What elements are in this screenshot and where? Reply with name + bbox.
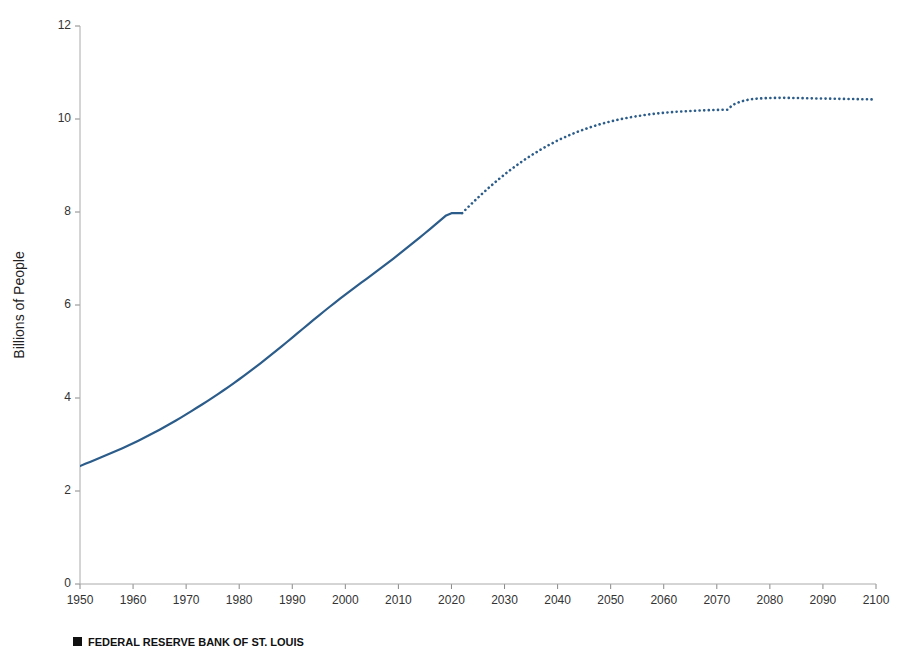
plot-area xyxy=(80,98,876,466)
x-tick-label: 1990 xyxy=(279,593,306,607)
y-tick xyxy=(75,491,80,492)
x-tick xyxy=(398,584,399,589)
line xyxy=(462,98,876,213)
y-tick-label: 0 xyxy=(64,576,71,590)
x-tick-label: 2000 xyxy=(332,593,359,607)
x-tick-label: 2080 xyxy=(757,593,784,607)
y-tick-label: 10 xyxy=(58,111,72,125)
x-tick-label: 1970 xyxy=(173,593,200,607)
x-tick xyxy=(557,584,558,589)
line xyxy=(80,213,462,466)
x-tick-label: 2100 xyxy=(863,593,890,607)
x-tick-label: 2070 xyxy=(703,593,730,607)
x-tick xyxy=(292,584,293,589)
x-tick xyxy=(133,584,134,589)
x-axis: 1950 1960 1970 1980 1990 2000 2010 2020 2030 2040… xyxy=(67,584,890,607)
x-tick xyxy=(451,584,452,589)
y-axis: 0 2 4 6 8 10 12 xyxy=(58,18,80,590)
x-tick-label: 2020 xyxy=(438,593,465,607)
y-tick xyxy=(75,119,80,120)
x-tick xyxy=(345,584,346,589)
y-tick-label: 8 xyxy=(64,204,71,218)
x-tick-label: 2050 xyxy=(597,593,624,607)
x-tick-label: 2010 xyxy=(385,593,412,607)
y-tick xyxy=(75,398,80,399)
y-tick-label: 6 xyxy=(64,297,71,311)
y-tick-label: 12 xyxy=(58,18,72,32)
footer-square xyxy=(73,637,82,646)
x-tick xyxy=(822,584,823,589)
x-tick-label: 1980 xyxy=(226,593,253,607)
x-tick xyxy=(769,584,770,589)
x-tick xyxy=(504,584,505,589)
x-tick xyxy=(80,584,81,589)
x-axis-line xyxy=(80,584,876,585)
x-tick xyxy=(663,584,664,589)
y-tick xyxy=(75,26,80,27)
y-axis-line xyxy=(80,26,81,584)
x-tick xyxy=(186,584,187,589)
x-tick xyxy=(876,584,877,589)
y-tick xyxy=(75,584,80,585)
x-tick-label: 2060 xyxy=(650,593,677,607)
x-tick-label: 1960 xyxy=(120,593,147,607)
y-tick xyxy=(75,305,80,306)
x-tick-label: 2030 xyxy=(491,593,518,607)
x-tick-label: 1950 xyxy=(67,593,94,607)
x-tick-label: 2090 xyxy=(810,593,837,607)
x-tick-label: 2040 xyxy=(544,593,571,607)
x-tick xyxy=(610,584,611,589)
x-tick xyxy=(239,584,240,589)
chart: 0 2 4 6 8 10 12 1950 1960 1970 1980 1990 2000 2010 202… xyxy=(0,0,910,662)
y-tick-label: 4 xyxy=(64,390,71,404)
y-axis-label: Billions of People xyxy=(11,251,27,359)
footer: FEDERAL RESERVE BANK OF ST. LOUIS xyxy=(88,636,304,648)
background xyxy=(0,0,910,662)
y-tick xyxy=(75,212,80,213)
x-tick xyxy=(716,584,717,589)
y-tick-label: 2 xyxy=(64,483,71,497)
